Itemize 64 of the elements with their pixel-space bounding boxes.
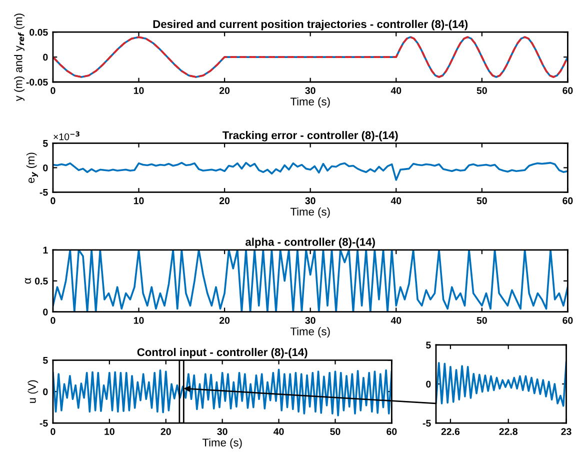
x-tick-label: 50 bbox=[476, 316, 487, 324]
chart-title: Tracking error - controller (8)-(14) bbox=[222, 131, 398, 142]
x-tick-label: 22.6 bbox=[441, 428, 460, 436]
x-tick-label: 30 bbox=[305, 87, 316, 94]
x-tick-label: 40 bbox=[390, 197, 402, 204]
x-axis-title: Time (s) bbox=[290, 208, 330, 218]
x-tick-label: 60 bbox=[562, 87, 573, 94]
x-tick-label: 10 bbox=[134, 87, 144, 94]
chart-title: Desired and current position trajectories - controller (8)-(14) bbox=[153, 20, 468, 30]
y-tick-label: 0 bbox=[43, 54, 48, 61]
y-axis-title: α bbox=[24, 278, 32, 284]
y-tick-label: -0.05 bbox=[26, 78, 48, 86]
x-tick-label: 20 bbox=[219, 197, 230, 204]
x-tick-label: 22.8 bbox=[499, 428, 518, 436]
x-tick-label: 30 bbox=[217, 428, 228, 436]
x-tick-label: 60 bbox=[386, 428, 397, 436]
x-axis-title: Time (s) bbox=[202, 438, 242, 449]
y-tick-label: 0 bbox=[426, 380, 431, 388]
y-tick-label: -5 bbox=[422, 420, 431, 427]
line-series bbox=[52, 250, 568, 312]
x-axis-title: Time (s) bbox=[290, 327, 330, 338]
x-tick-label: 30 bbox=[305, 197, 316, 204]
y-tick-label: 0.5 bbox=[34, 278, 48, 285]
text: ×10$^{−3}$ bbox=[54, 131, 80, 140]
x-tick-label: 0 bbox=[50, 197, 56, 204]
x-tick-label: 0 bbox=[50, 316, 56, 324]
line-series bbox=[52, 162, 568, 181]
line-series bbox=[52, 36, 568, 78]
y-tick-label: -5 bbox=[40, 189, 48, 196]
y-tick-label: -5 bbox=[40, 420, 48, 427]
chart-title: alpha - controller (8)-(14) bbox=[246, 238, 375, 248]
y-tick-label: 5 bbox=[426, 342, 431, 349]
x-tick-label: 20 bbox=[219, 87, 230, 94]
chart-title: Control input - controller (8)-(14) bbox=[137, 348, 308, 358]
y-tick-label: 0 bbox=[43, 388, 48, 396]
x-tick-label: 0 bbox=[50, 428, 56, 436]
y-tick-label: 5 bbox=[43, 140, 48, 147]
x-tick-label: 40 bbox=[274, 428, 284, 436]
x-axis-title: Time (s) bbox=[290, 97, 330, 108]
line-series bbox=[436, 361, 566, 407]
x-tick-label: 23 bbox=[561, 428, 572, 436]
x-tick-label: 10 bbox=[134, 316, 144, 324]
x-tick-label: 10 bbox=[134, 197, 144, 204]
x-tick-label: 20 bbox=[219, 316, 230, 324]
x-tick-label: 20 bbox=[160, 428, 171, 436]
y-tick-label: 1 bbox=[43, 246, 48, 254]
y-tick-label: 0 bbox=[43, 164, 48, 172]
y-tick-label: 0.05 bbox=[30, 28, 48, 36]
x-tick-label: 50 bbox=[476, 197, 487, 204]
x-tick-label: 30 bbox=[305, 316, 316, 324]
x-tick-label: 0 bbox=[50, 87, 56, 94]
line-series bbox=[52, 368, 392, 416]
x-tick-label: 60 bbox=[562, 197, 573, 204]
y-tick-label: 5 bbox=[43, 357, 48, 364]
x-tick-label: 50 bbox=[476, 87, 487, 94]
x-tick-label: 10 bbox=[104, 428, 114, 436]
x-tick-label: 40 bbox=[390, 316, 402, 324]
x-tick-label: 40 bbox=[390, 87, 402, 94]
y-axis-title: e$_{y}$ (m) bbox=[26, 152, 38, 183]
y-axis-title: u (V) bbox=[28, 380, 38, 403]
x-tick-label: 50 bbox=[330, 428, 340, 436]
x-tick-label: 60 bbox=[562, 316, 573, 324]
y-tick-label: 0 bbox=[43, 308, 48, 316]
y-axis-title: y (m) and y$_{ref}$ (m) bbox=[14, 14, 24, 102]
